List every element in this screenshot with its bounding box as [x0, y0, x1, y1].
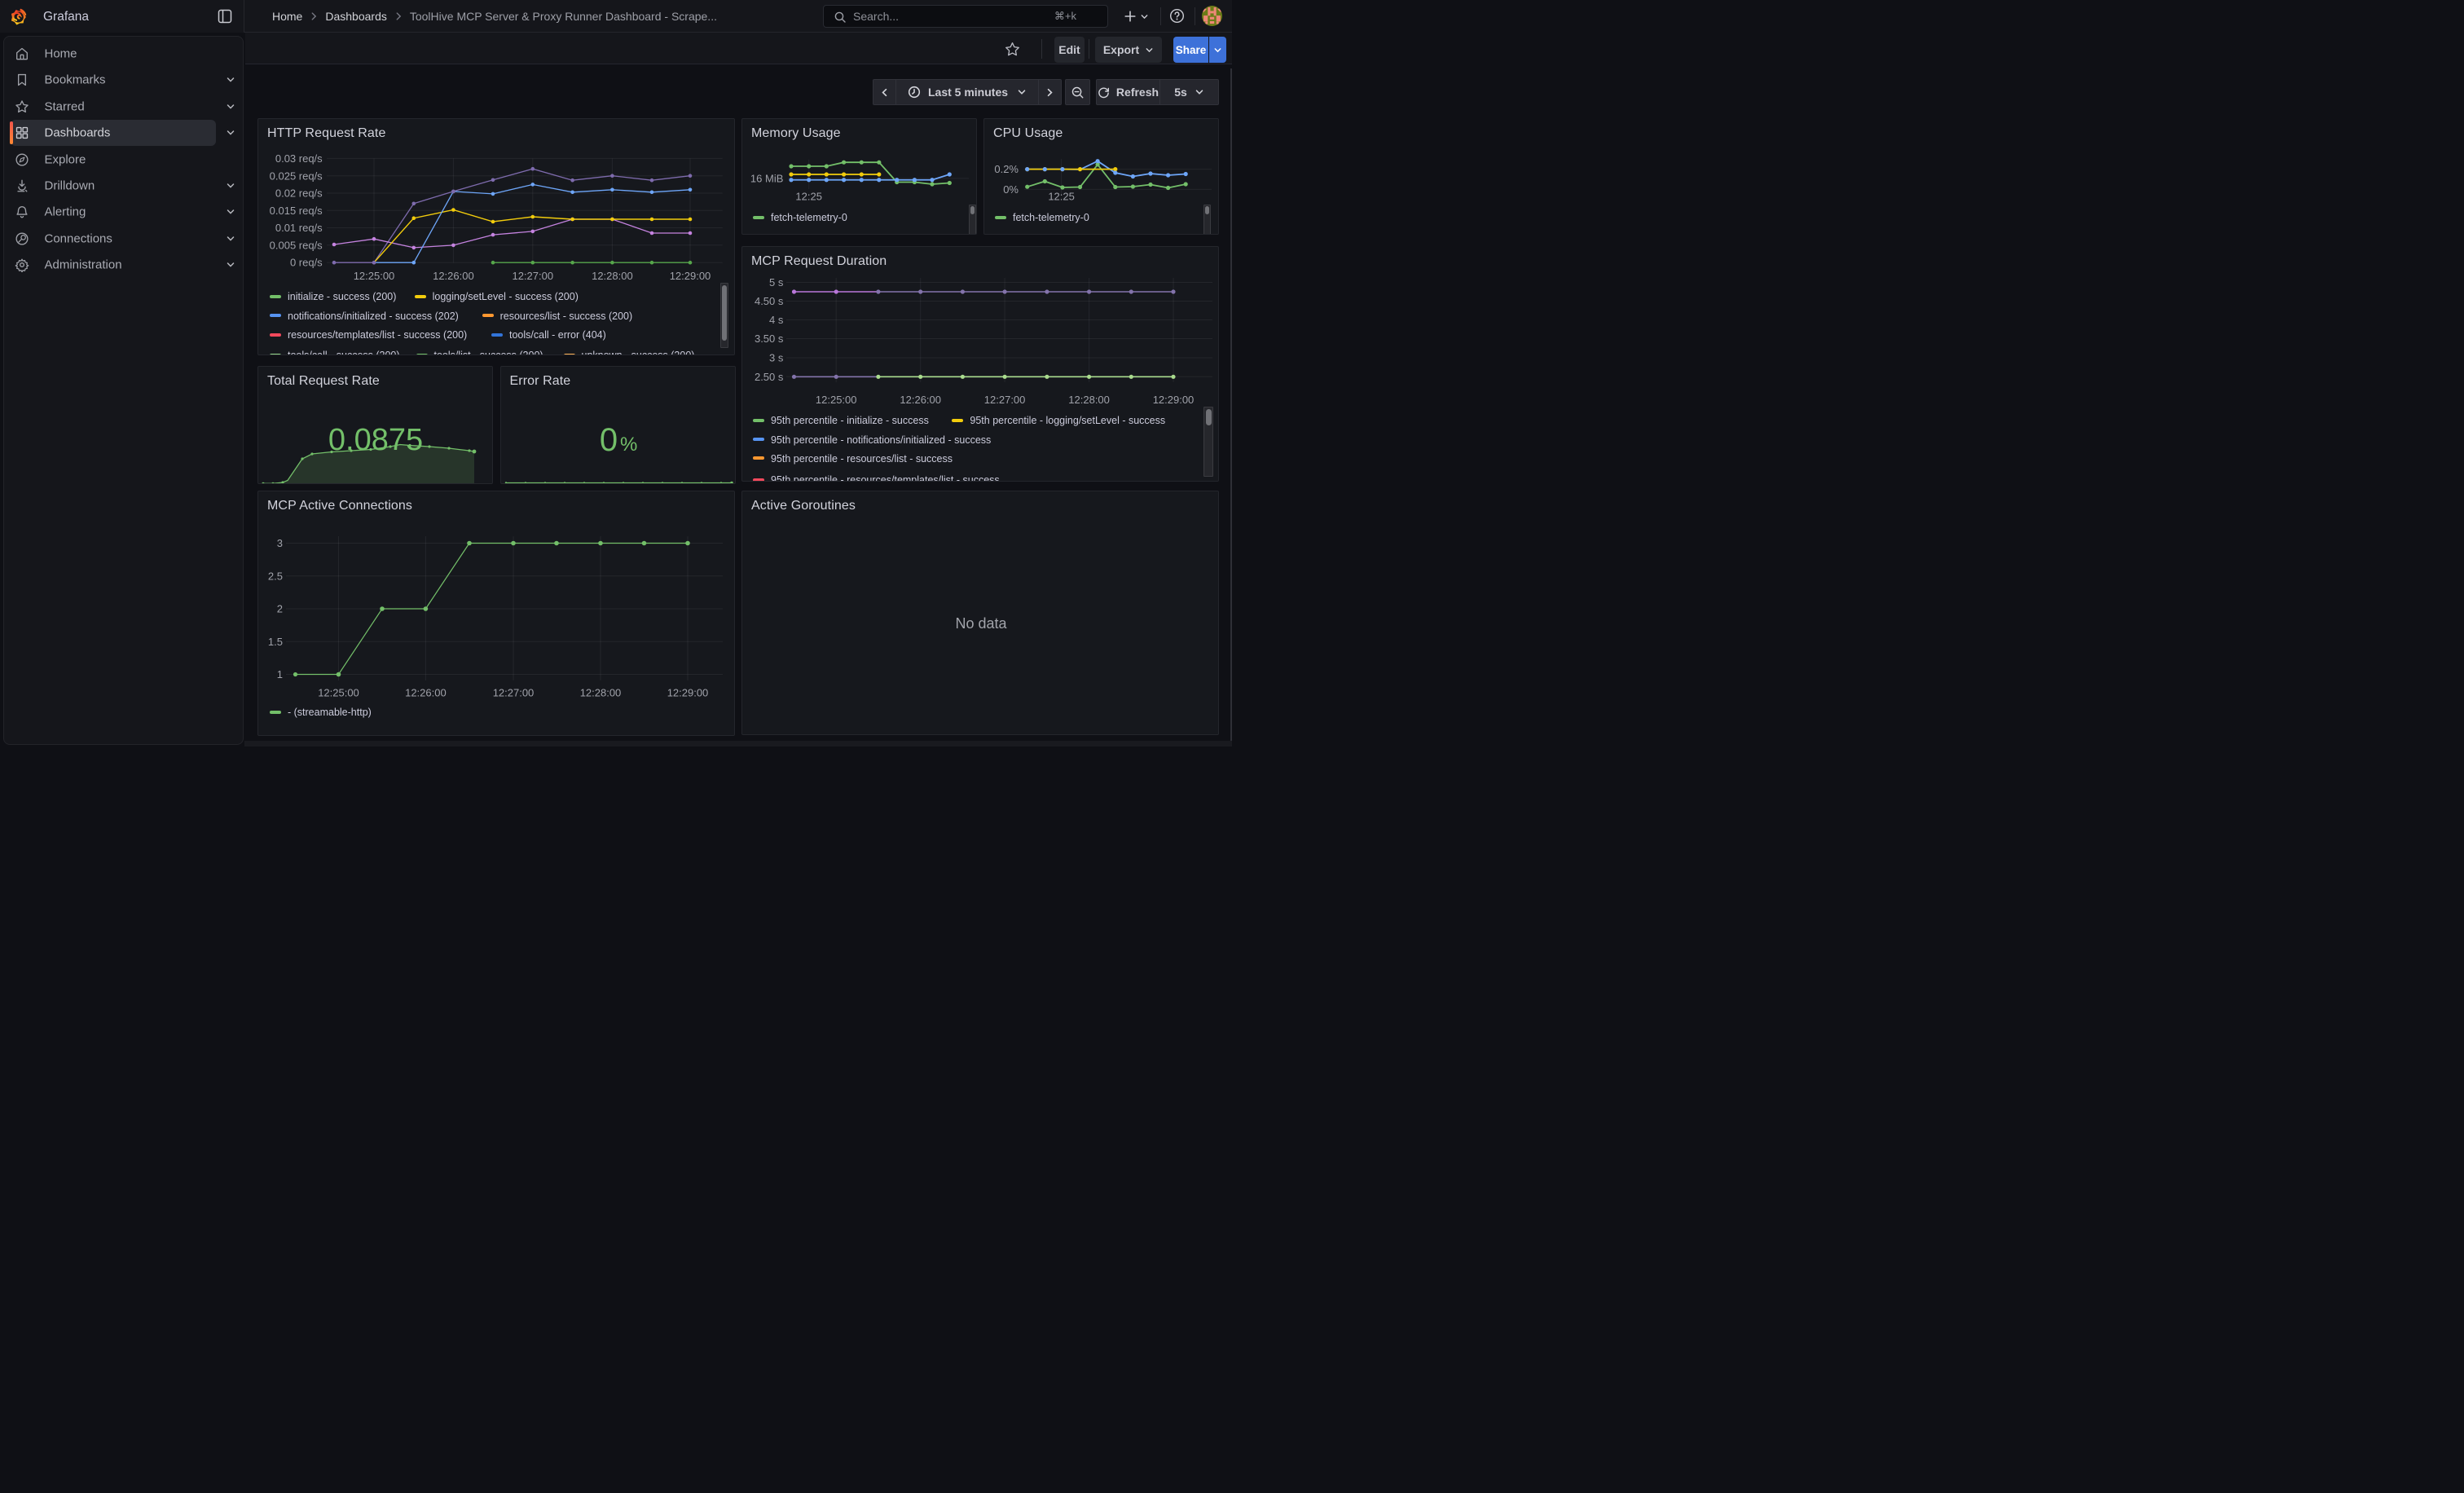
svg-text:2.50 s: 2.50 s — [755, 371, 784, 383]
svg-text:2.5: 2.5 — [268, 570, 283, 582]
svg-text:0.015 req/s: 0.015 req/s — [270, 205, 323, 217]
svg-text:0.0875: 0.0875 — [328, 423, 423, 457]
svg-text:%: % — [620, 434, 637, 456]
svg-text:12:27:00: 12:27:00 — [984, 394, 1026, 406]
svg-text:12:28:00: 12:28:00 — [1068, 394, 1110, 406]
svg-text:3.50 s: 3.50 s — [755, 333, 784, 345]
svg-text:12:25: 12:25 — [1048, 190, 1075, 202]
svg-text:0.01 req/s: 0.01 req/s — [275, 222, 323, 234]
svg-text:4.50 s: 4.50 s — [755, 295, 784, 307]
svg-text:0.005 req/s: 0.005 req/s — [270, 239, 323, 251]
svg-text:0: 0 — [599, 422, 617, 458]
svg-text:12:27:00: 12:27:00 — [512, 270, 553, 282]
svg-text:0%: 0% — [1003, 183, 1019, 196]
svg-text:12:25:00: 12:25:00 — [318, 687, 359, 699]
svg-text:4 s: 4 s — [769, 314, 784, 326]
svg-text:0 req/s: 0 req/s — [290, 257, 323, 269]
svg-text:12:27:00: 12:27:00 — [493, 687, 535, 699]
svg-text:3 s: 3 s — [769, 352, 784, 364]
svg-text:5 s: 5 s — [769, 276, 784, 288]
svg-text:12:25:00: 12:25:00 — [816, 394, 857, 406]
svg-text:12:26:00: 12:26:00 — [405, 687, 447, 699]
svg-text:12:25: 12:25 — [795, 190, 822, 202]
svg-text:12:29:00: 12:29:00 — [670, 270, 711, 282]
svg-text:1: 1 — [277, 668, 283, 680]
svg-text:1.5: 1.5 — [268, 636, 283, 648]
svg-text:0.025 req/s: 0.025 req/s — [270, 170, 323, 182]
svg-text:2: 2 — [277, 603, 283, 615]
svg-text:16 MiB: 16 MiB — [750, 172, 783, 184]
svg-text:12:29:00: 12:29:00 — [1153, 394, 1195, 406]
svg-text:0.02 req/s: 0.02 req/s — [275, 187, 323, 200]
svg-text:12:28:00: 12:28:00 — [580, 687, 622, 699]
svg-text:12:28:00: 12:28:00 — [592, 270, 633, 282]
svg-text:12:26:00: 12:26:00 — [900, 394, 941, 406]
svg-text:12:26:00: 12:26:00 — [433, 270, 474, 282]
svg-text:12:25:00: 12:25:00 — [354, 270, 395, 282]
svg-text:0.03 req/s: 0.03 req/s — [275, 152, 323, 165]
svg-text:12:29:00: 12:29:00 — [667, 687, 709, 699]
svg-text:0.2%: 0.2% — [994, 163, 1019, 175]
svg-text:3: 3 — [277, 537, 283, 549]
